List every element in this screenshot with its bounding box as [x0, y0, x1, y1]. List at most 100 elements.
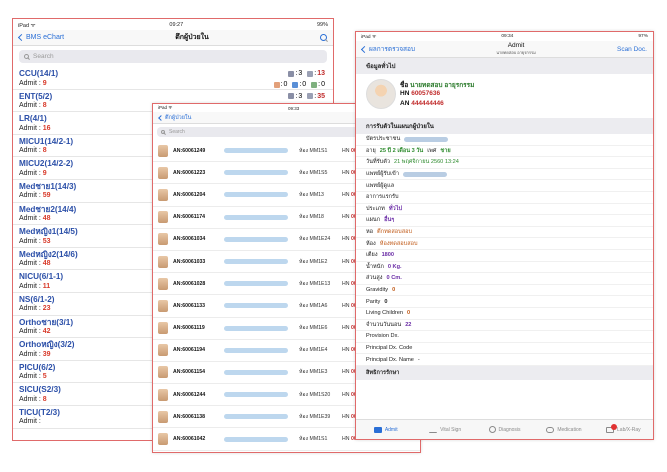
- field-days: จำนวนวันนอน 22: [356, 320, 653, 332]
- field-label: แผนก: [366, 217, 381, 224]
- status-bar: iPad ᯤ 09:34 97%: [356, 32, 653, 41]
- field-label: หอ: [366, 229, 374, 236]
- patient-avatar: [158, 166, 168, 179]
- field-value: 0 Kg.: [387, 263, 402, 270]
- ward-name: SICU(S2/3): [19, 385, 61, 395]
- pill-icon: [546, 426, 555, 433]
- search-icon[interactable]: [319, 34, 327, 41]
- field-value: 0: [407, 310, 411, 317]
- field-label: วันที่รับตัว: [366, 159, 390, 166]
- patient-an: AN:60061133: [173, 302, 206, 309]
- ward-name: Medชาย1(14/3): [19, 181, 77, 191]
- status-battery: 99%: [316, 21, 328, 28]
- hn-label: HN: [342, 325, 350, 332]
- back-button[interactable]: BMS eChart: [17, 33, 64, 42]
- patient-room: ห้อง MM1S1: [299, 147, 328, 154]
- hn-label: HN: [342, 169, 350, 176]
- person-icon: [273, 82, 280, 88]
- ward-admit: Admit : 9: [19, 79, 327, 88]
- flask-icon: [606, 426, 615, 433]
- lab-icon: [606, 423, 618, 433]
- patient-an: AN:60061194: [173, 347, 206, 354]
- chevron-left-icon: [158, 114, 164, 121]
- stat-item: :3: [288, 92, 302, 102]
- page-subtitle: นายทดสอบ อายุรกรรม: [496, 50, 536, 55]
- blurred-value: [404, 136, 449, 142]
- field-value: อื่นๆ: [384, 217, 395, 224]
- patient-avatar: [158, 410, 168, 423]
- field-value: ทั่วไป: [388, 205, 403, 212]
- admit-count: 39: [42, 350, 51, 358]
- field-label: เพศ: [427, 147, 437, 154]
- hn-label: HN: [342, 436, 350, 443]
- stat-value: 0: [283, 81, 288, 89]
- patient-room: ห้อง MM1S20: [299, 391, 331, 398]
- field-weight: น้ำหนัก 0 Kg.: [356, 262, 653, 274]
- field-label: ห้อง: [366, 240, 376, 247]
- section-general: ข้อมูลทั่วไป: [356, 58, 653, 74]
- field-value: -: [417, 356, 420, 363]
- search-icon: [161, 130, 165, 134]
- field-label: อายุ: [366, 147, 376, 154]
- admit-label: Admit :: [19, 305, 41, 313]
- field-label: แพทย์ผู้รับเข้า: [366, 171, 399, 178]
- patient-room: ห้อง MM1S5: [299, 169, 328, 176]
- tab-bar: Admit Vital Sign Diagnosis Medication La…: [356, 419, 653, 439]
- back-button[interactable]: ตึกผู้ป่วยใน: [158, 114, 191, 122]
- patient-avatar: [158, 255, 168, 268]
- field-label: เตียง: [366, 252, 378, 259]
- field-ward: หอ ตึกทดสอบสอบ: [356, 227, 653, 239]
- admit-label: Admit :: [19, 350, 41, 358]
- field-value: 0: [392, 287, 396, 294]
- field-type: ประเภท ทั่วไป: [356, 204, 653, 216]
- hn-label: HN: [342, 391, 350, 398]
- field-parity: Parity 0: [356, 296, 653, 308]
- back-button[interactable]: ผลการตรวจสอบ: [360, 44, 415, 54]
- notification-badge: [611, 423, 618, 430]
- field-bed: เตียง 1800: [356, 250, 653, 262]
- hn-label: HN: [342, 302, 350, 309]
- blurred-name: [224, 392, 288, 398]
- search-input[interactable]: Search: [157, 127, 416, 137]
- blurred-name: [224, 369, 288, 375]
- tab-diagnosis[interactable]: Diagnosis: [475, 420, 534, 439]
- admit-label: Admit :: [19, 260, 41, 268]
- tab-admit[interactable]: Admit: [356, 420, 415, 439]
- search-placeholder: Search: [169, 129, 185, 135]
- search-placeholder: Search: [33, 53, 54, 60]
- tab-lab-xray[interactable]: Lab/X-Ray: [594, 420, 653, 439]
- scan-doc-button[interactable]: Scan Doc.: [616, 45, 647, 53]
- admit-detail-screen: iPad ᯤ 09:34 97% ผลการตรวจสอบ Admit นายท…: [355, 31, 654, 440]
- hn-line: HN 60057636: [400, 90, 440, 97]
- patient-avatar: [158, 211, 168, 224]
- status-device: iPad ᯤ: [18, 22, 36, 29]
- tab-vital-sign[interactable]: Vital Sign: [415, 420, 474, 439]
- tab-medication[interactable]: Medication: [534, 420, 593, 439]
- search-input[interactable]: Search: [19, 50, 327, 63]
- hn-label: HN: [342, 258, 350, 265]
- patient-avatar: [158, 433, 168, 446]
- ward-admit: Admit : 5: [19, 372, 327, 381]
- admit-label: Admit :: [19, 282, 41, 290]
- patient-row[interactable]: AN:60061126 ห้อง MM1A7 HN 000035438อายุ …: [153, 451, 420, 452]
- patient-room: ห้อง MM1E6: [299, 325, 328, 332]
- field-label: Provision Dx.: [366, 333, 399, 340]
- status-time: 09:33: [288, 105, 300, 111]
- ward-admit: Admit : 23: [19, 304, 327, 313]
- ward-name: ENT(5/2): [19, 91, 53, 101]
- field-room: ห้อง ห้องทดสอบสอบ: [356, 238, 653, 250]
- field-label: ประเภท: [366, 205, 385, 212]
- field-label: Principal Dx. Code: [366, 344, 413, 351]
- field-gravidity: Gravidity 0: [356, 285, 653, 297]
- patient-an: AN:60061034: [173, 236, 206, 243]
- ward-row[interactable]: CCU(14/1) Admit : 9 :3 :13 :0 :0 :0: [13, 67, 333, 90]
- tab-label: Diagnosis: [498, 426, 521, 433]
- patient-avatar: [158, 233, 168, 246]
- stat-value: 3: [298, 92, 303, 100]
- tab-label: Vital Sign: [440, 426, 462, 433]
- person-icon: [292, 82, 299, 88]
- patient-avatar: [158, 366, 168, 379]
- field-value: 0: [384, 298, 388, 305]
- field-label: จำนวนวันนอน: [366, 321, 402, 328]
- tab-label: Lab/X-Ray: [617, 426, 641, 433]
